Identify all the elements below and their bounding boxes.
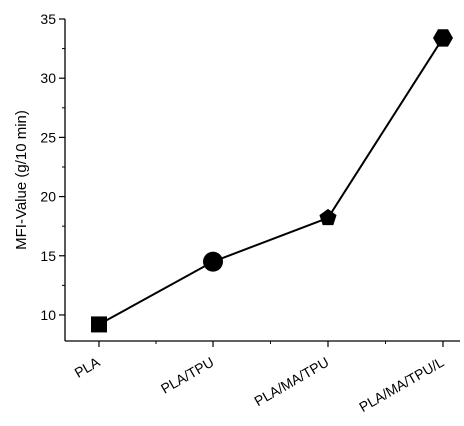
y-tick-label: 20 [40, 189, 56, 205]
data-point-hexagon [433, 29, 453, 47]
data-point-square [91, 316, 107, 333]
axes: 10 15 20 25 30 35 PLA PLA/TPU PLA/MA/TPU PLA/MA/T… [40, 11, 460, 415]
x-tick-label: PLA/MA/TPU [251, 354, 331, 409]
x-tick-label: PLA/TPU [158, 354, 217, 397]
data-point-pentagon [319, 208, 337, 226]
data-point-circle [203, 251, 223, 272]
y-tick-label: 25 [40, 129, 56, 145]
y-tick-label: 30 [40, 70, 56, 86]
y-axis-title: MFI-Value (g/10 min) [13, 110, 30, 250]
series-layer [91, 29, 453, 333]
series-line [98, 37, 444, 326]
y-tick-label: 15 [40, 248, 56, 264]
y-tick-label: 10 [40, 307, 56, 323]
y-tick-label: 35 [40, 11, 56, 27]
x-tick-label: PLA/MA/TPU/L [356, 354, 446, 415]
x-tick-label: PLA [72, 353, 103, 380]
